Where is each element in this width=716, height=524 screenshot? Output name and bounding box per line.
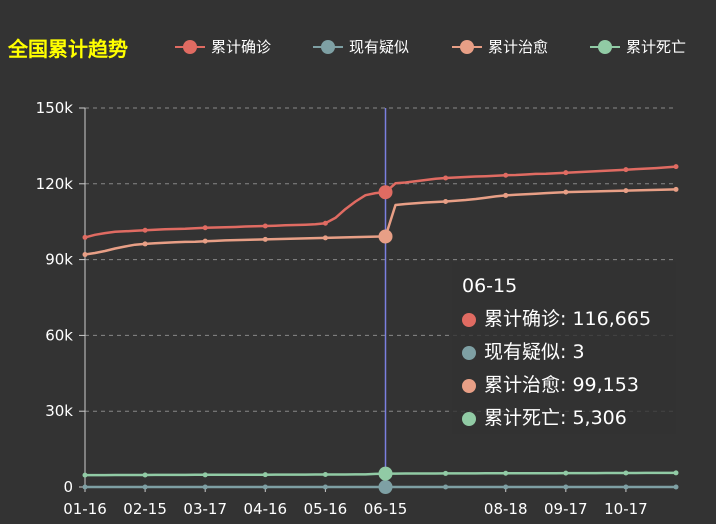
data-point[interactable]	[673, 470, 679, 476]
tooltip-dot-cured	[462, 378, 476, 393]
x-tick-label: 10-17	[604, 500, 648, 518]
highlight-point	[378, 466, 393, 481]
legend-label: 累计确诊	[211, 38, 271, 56]
tooltip-value-dead: 5,306	[572, 407, 627, 429]
data-point[interactable]	[262, 223, 268, 229]
series-line-0	[84, 165, 677, 239]
data-point[interactable]	[202, 472, 208, 478]
legend-item-0[interactable]: 累计确诊	[175, 38, 271, 56]
y-tick-label: 0	[63, 478, 73, 496]
tooltip-row-suspected: 现有疑似: 3	[462, 336, 666, 369]
legend-item-3[interactable]: 累计死亡	[590, 38, 686, 56]
x-tick-label: 05-16	[304, 500, 348, 518]
y-tick-label: 30k	[45, 402, 73, 420]
tooltip-name-suspected: 现有疑似	[484, 341, 561, 363]
data-point[interactable]	[563, 170, 569, 176]
data-point[interactable]	[443, 175, 449, 181]
legend-item-1[interactable]: 现有疑似	[313, 38, 409, 56]
tooltip-value-cured: 99,153	[572, 374, 639, 396]
data-point[interactable]	[142, 472, 148, 478]
tooltip-row-confirmed: 累计确诊: 116,665	[462, 303, 666, 336]
data-point[interactable]	[82, 484, 88, 490]
data-point[interactable]	[503, 484, 509, 490]
y-tick-label: 150k	[36, 99, 74, 117]
data-point[interactable]	[673, 186, 679, 192]
series-line-2	[84, 188, 677, 256]
data-point[interactable]	[322, 484, 328, 490]
data-point[interactable]	[262, 484, 268, 490]
data-point[interactable]	[443, 198, 449, 204]
data-point[interactable]	[142, 227, 148, 233]
data-point[interactable]	[202, 484, 208, 490]
tooltip-value-suspected: 3	[572, 341, 585, 363]
data-point[interactable]	[563, 470, 569, 476]
data-point[interactable]	[82, 472, 88, 478]
x-tick-label: 08-18	[484, 500, 528, 518]
tooltip-value-confirmed: 116,665	[572, 308, 652, 330]
data-point[interactable]	[673, 164, 679, 170]
data-point[interactable]	[142, 241, 148, 247]
tooltip-name-confirmed: 累计确诊	[484, 308, 561, 330]
data-point[interactable]	[623, 484, 629, 490]
y-tick-label: 90k	[45, 251, 73, 269]
tooltip-dot-confirmed	[462, 312, 476, 327]
x-tick-label: 06-15	[364, 500, 408, 518]
legend-label: 累计治愈	[488, 38, 548, 56]
data-point[interactable]	[673, 484, 679, 490]
data-point[interactable]	[142, 484, 148, 490]
data-point[interactable]	[623, 167, 629, 173]
x-tick-label: 02-15	[123, 500, 167, 518]
data-point[interactable]	[202, 238, 208, 244]
data-point[interactable]	[623, 470, 629, 476]
x-tick-label: 03-17	[183, 500, 227, 518]
data-point[interactable]	[503, 192, 509, 198]
data-point[interactable]	[503, 470, 509, 476]
data-point[interactable]	[322, 472, 328, 478]
data-point[interactable]	[503, 172, 509, 178]
data-point[interactable]	[262, 472, 268, 478]
highlight-point	[378, 185, 393, 200]
chart-title: 全国累计趋势	[7, 37, 128, 61]
data-point[interactable]	[322, 235, 328, 241]
tooltip: 06-15 累计确诊: 116,665 现有疑似: 3 累计治愈: 99,153…	[452, 262, 676, 434]
highlight-point	[378, 479, 393, 494]
legend-marker	[460, 40, 474, 54]
data-point[interactable]	[322, 220, 328, 226]
legend-marker	[598, 40, 612, 54]
tooltip-row-dead: 累计死亡: 5,306	[462, 402, 666, 435]
data-point[interactable]	[82, 234, 88, 240]
data-point[interactable]	[623, 188, 629, 194]
highlight-point	[378, 229, 393, 244]
data-point[interactable]	[563, 484, 569, 490]
data-point[interactable]	[262, 236, 268, 242]
grid	[85, 107, 676, 412]
tooltip-dot-suspected	[462, 345, 476, 360]
tooltip-name-dead: 累计死亡	[484, 407, 561, 429]
data-point[interactable]	[443, 484, 449, 490]
tooltip-row-cured: 累计治愈: 99,153	[462, 369, 666, 402]
legend-item-2[interactable]: 累计治愈	[452, 38, 548, 56]
data-point[interactable]	[443, 470, 449, 476]
y-tick-label: 120k	[36, 175, 74, 193]
data-point[interactable]	[563, 189, 569, 195]
tooltip-name-cured: 累计治愈	[484, 374, 561, 396]
legend-marker	[183, 40, 197, 54]
legend-label: 累计死亡	[626, 38, 686, 56]
legend-label: 现有疑似	[349, 38, 409, 56]
tooltip-dot-dead	[462, 411, 476, 426]
legend-marker	[321, 40, 335, 54]
tooltip-date: 06-15	[462, 275, 518, 297]
data-point[interactable]	[202, 225, 208, 231]
y-tick-label: 60k	[45, 326, 73, 344]
tooltip-cursor	[378, 108, 393, 494]
data-point[interactable]	[82, 252, 88, 258]
x-tick-label: 04-16	[244, 500, 288, 518]
legend[interactable]: 累计确诊 现有疑似 累计治愈 累计死亡	[175, 38, 686, 56]
x-tick-label: 01-16	[63, 500, 107, 518]
x-tick-label: 09-17	[544, 500, 588, 518]
